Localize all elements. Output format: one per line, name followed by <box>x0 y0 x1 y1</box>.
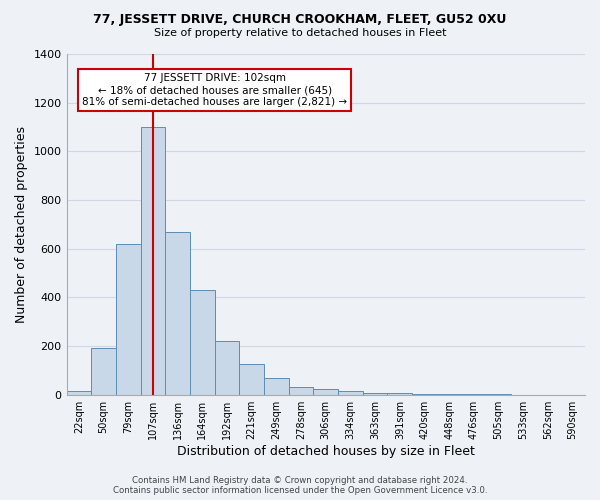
Text: 77 JESSETT DRIVE: 102sqm
← 18% of detached houses are smaller (645)
81% of semi-: 77 JESSETT DRIVE: 102sqm ← 18% of detach… <box>82 74 347 106</box>
Bar <box>91 348 116 395</box>
Y-axis label: Number of detached properties: Number of detached properties <box>15 126 28 323</box>
Text: Size of property relative to detached houses in Fleet: Size of property relative to detached ho… <box>154 28 446 38</box>
Bar <box>313 388 338 394</box>
Bar <box>165 232 190 394</box>
Bar <box>67 391 91 394</box>
Bar <box>289 388 313 394</box>
Bar <box>239 364 264 394</box>
Text: 77, JESSETT DRIVE, CHURCH CROOKHAM, FLEET, GU52 0XU: 77, JESSETT DRIVE, CHURCH CROOKHAM, FLEE… <box>94 12 506 26</box>
Bar <box>338 391 363 394</box>
X-axis label: Distribution of detached houses by size in Fleet: Distribution of detached houses by size … <box>177 444 475 458</box>
Bar <box>264 378 289 394</box>
Bar <box>190 290 215 395</box>
Bar <box>140 127 165 394</box>
Bar <box>363 393 388 394</box>
Bar <box>215 341 239 394</box>
Text: Contains HM Land Registry data © Crown copyright and database right 2024.
Contai: Contains HM Land Registry data © Crown c… <box>113 476 487 495</box>
Bar <box>116 244 140 394</box>
